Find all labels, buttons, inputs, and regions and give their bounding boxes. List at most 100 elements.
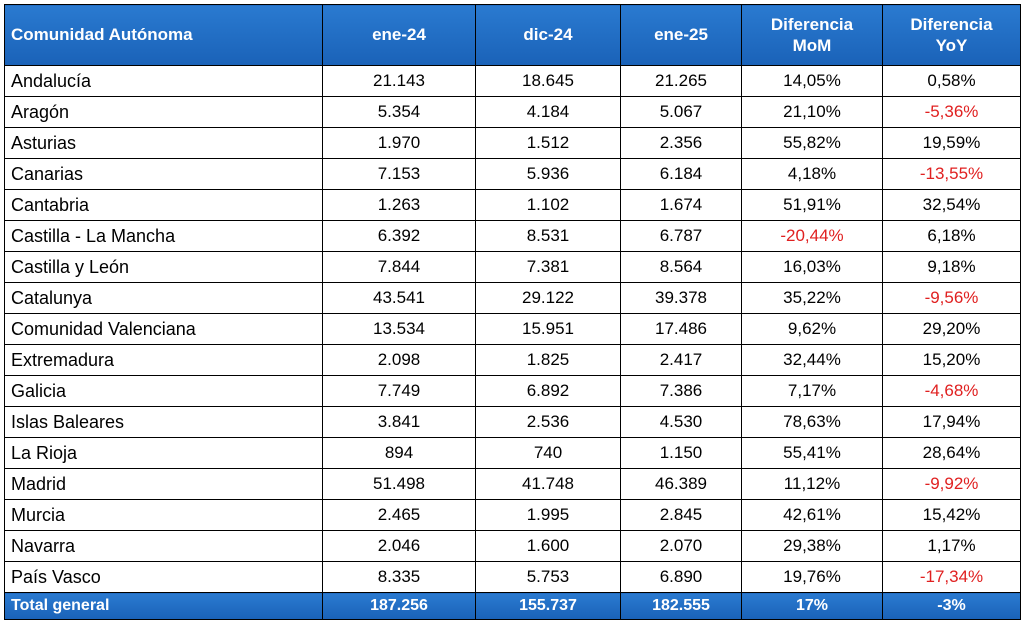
- value-cell: 42,61%: [741, 499, 883, 531]
- total-row: Total general 187.256 155.737 182.555 17% -3%: [4, 592, 1021, 620]
- value-cell: 2.098: [322, 344, 476, 376]
- value-cell: 18.645: [475, 65, 621, 97]
- value-cell: 32,54%: [882, 189, 1021, 221]
- value-cell: 14,05%: [741, 65, 883, 97]
- header-text: Diferencia YoY: [910, 15, 993, 55]
- value-cell: 1,17%: [882, 530, 1021, 562]
- value-cell: 29.122: [475, 282, 621, 314]
- header-text: Diferencia MoM: [770, 15, 854, 55]
- header-cell: ene-24: [322, 4, 476, 66]
- value-cell: 35,22%: [741, 282, 883, 314]
- header-text: Comunidad Autónoma: [11, 25, 193, 44]
- value-cell: 4.184: [475, 96, 621, 128]
- table-row: Madrid 51.498 41.748 46.389 11,12% -9,92%: [4, 468, 1021, 500]
- region-cell: Madrid: [4, 468, 323, 500]
- value-cell: 51.498: [322, 468, 476, 500]
- table-row: Aragón 5.354 4.184 5.067 21,10% -5,36%: [4, 96, 1021, 128]
- value-cell: 7.749: [322, 375, 476, 407]
- total-value: 155.737: [475, 592, 621, 620]
- value-cell: 1.102: [475, 189, 621, 221]
- table-row: Cantabria 1.263 1.102 1.674 51,91% 32,54%: [4, 189, 1021, 221]
- value-cell: 5.354: [322, 96, 476, 128]
- header-cell: Diferencia YoY: [882, 4, 1021, 66]
- value-cell: 41.748: [475, 468, 621, 500]
- value-cell: 15,20%: [882, 344, 1021, 376]
- table-row: Catalunya 43.541 29.122 39.378 35,22% -9,56%: [4, 282, 1021, 314]
- region-cell: Castilla y León: [4, 251, 323, 283]
- value-cell: 1.674: [620, 189, 742, 221]
- header-cell: ene-25: [620, 4, 742, 66]
- value-cell: 7.381: [475, 251, 621, 283]
- region-cell: La Rioja: [4, 437, 323, 469]
- table-row: Canarias 7.153 5.936 6.184 4,18% -13,55%: [4, 158, 1021, 190]
- value-cell: 46.389: [620, 468, 742, 500]
- value-cell: 5.936: [475, 158, 621, 190]
- value-cell: 1.825: [475, 344, 621, 376]
- header-cell: Diferencia MoM: [741, 4, 883, 66]
- header-row: Comunidad Autónoma ene-24 dic-24 ene-25 Dife…: [4, 4, 1021, 66]
- value-cell: 2.845: [620, 499, 742, 531]
- region-cell: Extremadura: [4, 344, 323, 376]
- value-cell: 7.153: [322, 158, 476, 190]
- value-cell: -4,68%: [882, 375, 1021, 407]
- total-value: 17%: [741, 592, 883, 620]
- value-cell: 28,64%: [882, 437, 1021, 469]
- value-cell: -9,92%: [882, 468, 1021, 500]
- value-cell: -5,36%: [882, 96, 1021, 128]
- value-cell: 55,41%: [741, 437, 883, 469]
- table-row: Comunidad Valenciana 13.534 15.951 17.486 9,…: [4, 313, 1021, 345]
- value-cell: 17,94%: [882, 406, 1021, 438]
- value-cell: 78,63%: [741, 406, 883, 438]
- value-cell: -20,44%: [741, 220, 883, 252]
- value-cell: 2.465: [322, 499, 476, 531]
- value-cell: 7.844: [322, 251, 476, 283]
- region-cell: Andalucía: [4, 65, 323, 97]
- region-cell: Catalunya: [4, 282, 323, 314]
- value-cell: 8.531: [475, 220, 621, 252]
- value-cell: 6.892: [475, 375, 621, 407]
- value-cell: 1.150: [620, 437, 742, 469]
- value-cell: 3.841: [322, 406, 476, 438]
- region-cell: Galicia: [4, 375, 323, 407]
- header-text: ene-24: [372, 25, 426, 44]
- value-cell: 4,18%: [741, 158, 883, 190]
- value-cell: 11,12%: [741, 468, 883, 500]
- table-row: Navarra 2.046 1.600 2.070 29,38% 1,17%: [4, 530, 1021, 562]
- table-row: Castilla - La Mancha 6.392 8.531 6.787 -20,4…: [4, 220, 1021, 252]
- header-cell: Comunidad Autónoma: [4, 4, 323, 66]
- value-cell: 21.143: [322, 65, 476, 97]
- value-cell: 21,10%: [741, 96, 883, 128]
- region-cell: País Vasco: [4, 561, 323, 593]
- table-row: Andalucía 21.143 18.645 21.265 14,05% 0,58%: [4, 65, 1021, 97]
- value-cell: 1.995: [475, 499, 621, 531]
- value-cell: -9,56%: [882, 282, 1021, 314]
- value-cell: 43.541: [322, 282, 476, 314]
- value-cell: 8.564: [620, 251, 742, 283]
- value-cell: 6,18%: [882, 220, 1021, 252]
- value-cell: 1.263: [322, 189, 476, 221]
- value-cell: 6.787: [620, 220, 742, 252]
- region-cell: Cantabria: [4, 189, 323, 221]
- region-cell: Canarias: [4, 158, 323, 190]
- value-cell: 2.536: [475, 406, 621, 438]
- value-cell: 6.392: [322, 220, 476, 252]
- value-cell: 8.335: [322, 561, 476, 593]
- region-cell: Asturias: [4, 127, 323, 159]
- value-cell: 13.534: [322, 313, 476, 345]
- region-cell: Murcia: [4, 499, 323, 531]
- total-value: 182.555: [620, 592, 742, 620]
- region-cell: Aragón: [4, 96, 323, 128]
- value-cell: -17,34%: [882, 561, 1021, 593]
- value-cell: 19,76%: [741, 561, 883, 593]
- table-row: Islas Baleares 3.841 2.536 4.530 78,63% 17,94…: [4, 406, 1021, 438]
- value-cell: 5.067: [620, 96, 742, 128]
- value-cell: 19,59%: [882, 127, 1021, 159]
- value-cell: 16,03%: [741, 251, 883, 283]
- header-text: dic-24: [523, 25, 573, 44]
- table-row: Extremadura 2.098 1.825 2.417 32,44% 15,20%: [4, 344, 1021, 376]
- total-label: Total general: [4, 592, 323, 620]
- value-cell: 2.046: [322, 530, 476, 562]
- region-cell: Castilla - La Mancha: [4, 220, 323, 252]
- value-cell: 4.530: [620, 406, 742, 438]
- value-cell: 51,91%: [741, 189, 883, 221]
